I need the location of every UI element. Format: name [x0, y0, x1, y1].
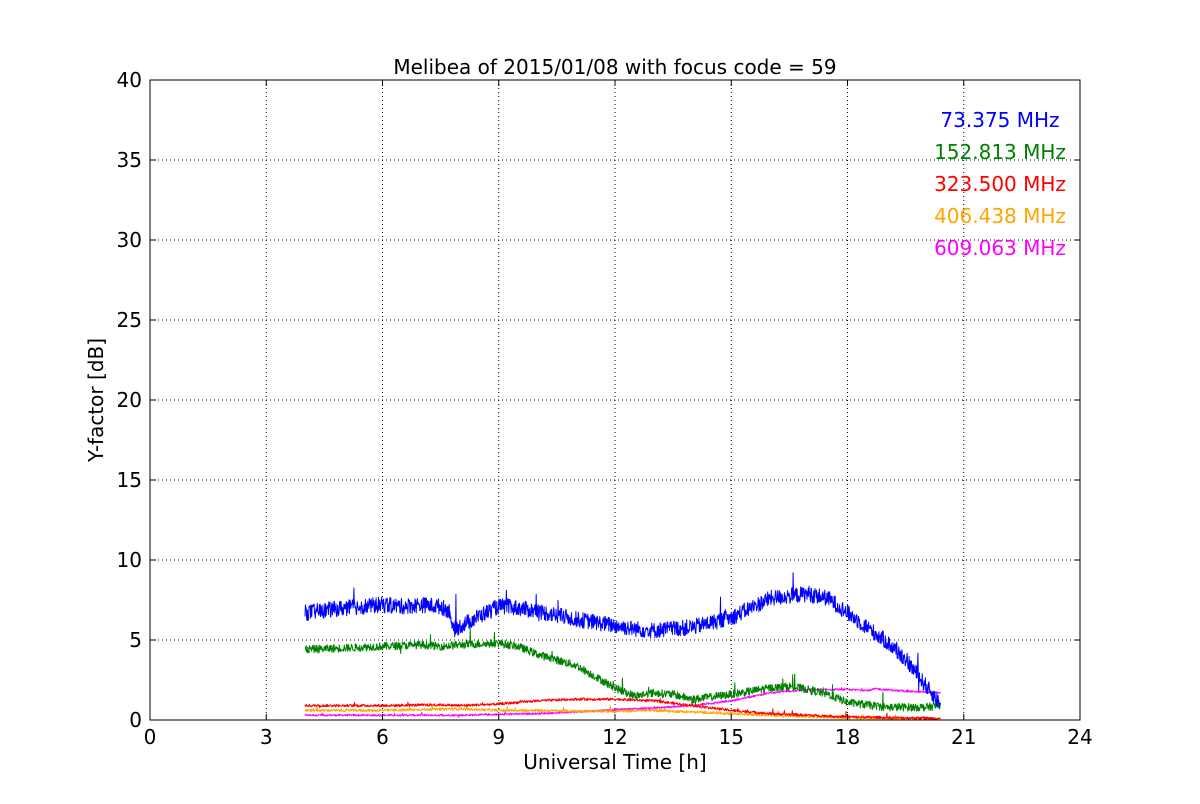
y-tick-label: 0 — [129, 708, 142, 732]
x-tick-label: 24 — [1067, 725, 1092, 749]
y-tick-label: 30 — [117, 228, 142, 252]
y-tick-label: 10 — [117, 548, 142, 572]
legend-entry: 73.375 MHz — [940, 108, 1059, 132]
x-tick-label: 12 — [602, 725, 627, 749]
series-line — [304, 628, 941, 712]
chart-title: Melibea of 2015/01/08 with focus code = … — [393, 55, 836, 79]
x-tick-label: 6 — [376, 725, 389, 749]
axis-ticks: 0 3 6 9 12 15 18 21 24 0 5 10 15 20 25 30 35 40 — [117, 68, 1093, 749]
y-tick-label: 40 — [117, 68, 142, 92]
series-lines — [304, 572, 941, 721]
y-tick-label: 5 — [129, 628, 142, 652]
legend: 73.375 MHz 152.813 MHz 323.500 MHz 406.438 … — [934, 108, 1066, 260]
x-tick-label: 0 — [144, 725, 157, 749]
legend-entry: 152.813 MHz — [934, 140, 1066, 164]
x-tick-label: 21 — [951, 725, 976, 749]
x-axis-title: Universal Time [h] — [523, 750, 706, 774]
y-tick-label: 20 — [117, 388, 142, 412]
y-tick-label: 25 — [117, 308, 142, 332]
x-tick-label: 18 — [835, 725, 860, 749]
y-tick-label: 35 — [117, 148, 142, 172]
y-tick-label: 15 — [117, 468, 142, 492]
grid-lines — [150, 80, 1080, 720]
legend-entry: 406.438 MHz — [934, 204, 1066, 228]
series-line — [304, 697, 941, 721]
x-tick-label: 15 — [719, 725, 744, 749]
y-axis-title: Y-factor [dB] — [84, 338, 108, 463]
legend-entry: 609.063 MHz — [934, 236, 1066, 260]
x-tick-label: 3 — [260, 725, 273, 749]
series-line — [304, 572, 941, 708]
legend-entry: 323.500 MHz — [934, 172, 1066, 196]
x-tick-label: 9 — [492, 725, 505, 749]
